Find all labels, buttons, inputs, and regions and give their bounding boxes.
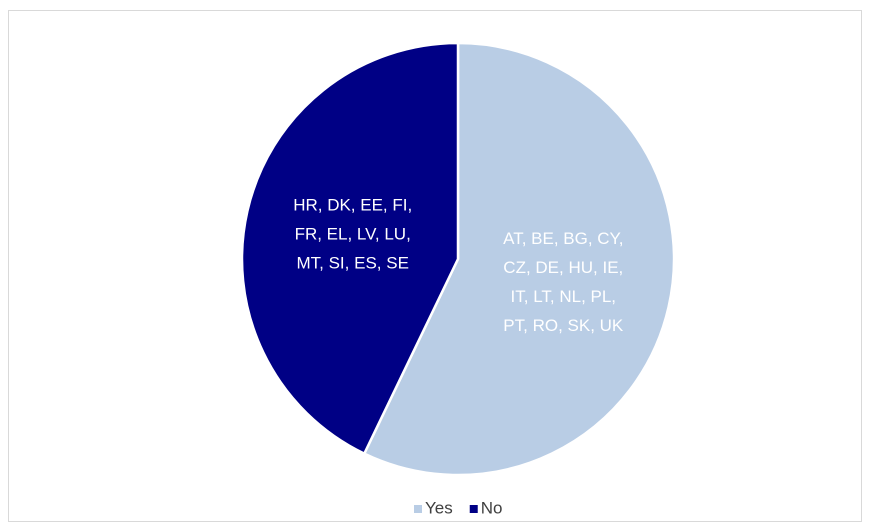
data-label: CZ, DE, HU, IE, [503,258,623,277]
legend-swatch [414,505,422,513]
legend-label: Yes [425,498,453,517]
pie-slice [362,41,676,477]
data-label: PT, RO, SK, UK [503,316,624,335]
data-label: HR, DK, EE, FI, [293,195,412,214]
pie-slice [240,41,460,456]
legend-label: No [481,498,503,517]
data-label: MT, SI, ES, SE [296,253,408,272]
legend-swatch [469,505,478,513]
data-label: IT, LT, NL, PL, [511,287,617,306]
data-label: FR, EL, LV, LU, [295,224,411,243]
data-label: AT, BE, BG, CY, [503,229,623,248]
